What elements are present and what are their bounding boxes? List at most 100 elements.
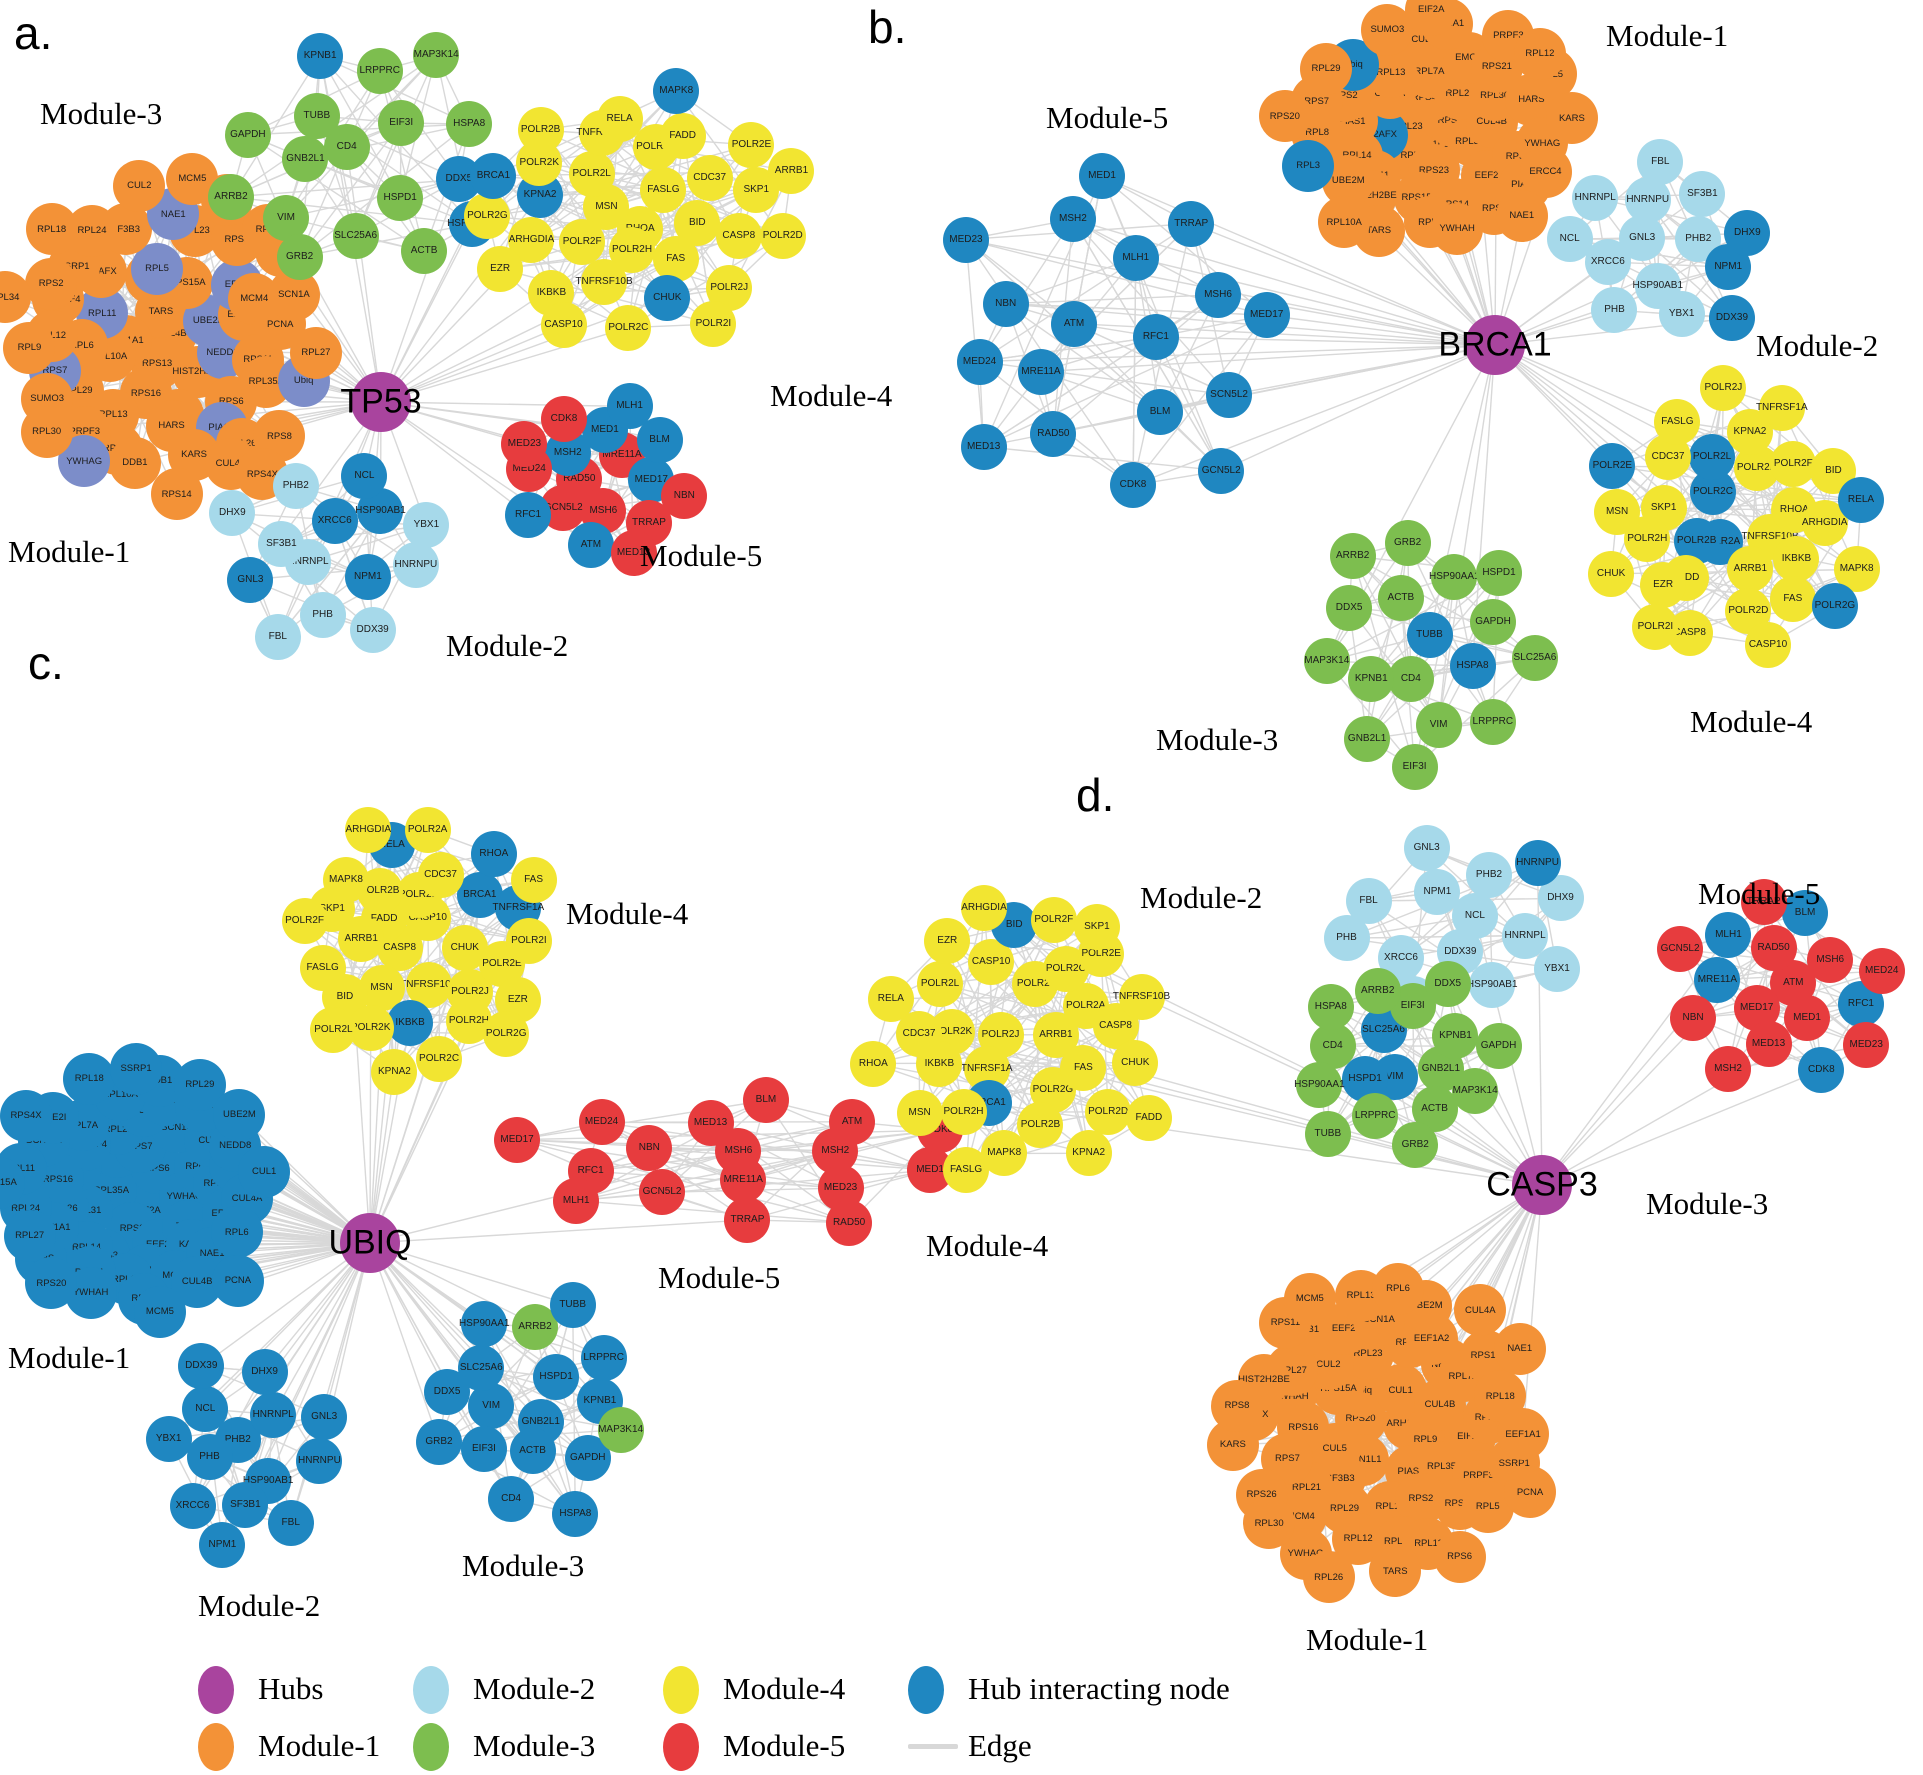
node-label: RPS20 bbox=[36, 1277, 67, 1289]
node-cul2: CUL2 bbox=[113, 160, 166, 213]
node-ezr: EZR bbox=[1640, 561, 1687, 608]
node-label: ARHGDIA bbox=[1801, 516, 1848, 528]
node-label: RPL13 bbox=[1346, 1289, 1376, 1301]
node-label: RPL12 bbox=[1343, 1533, 1373, 1545]
node-cdk8: CDK8 bbox=[1798, 1047, 1845, 1094]
module-label-a-module-4: Module-4 bbox=[770, 378, 893, 413]
node-label: BLM bbox=[1794, 906, 1816, 918]
node-label: RPS6 bbox=[144, 1162, 170, 1174]
node-label: RPL30 bbox=[1480, 89, 1510, 101]
node-label: VIM bbox=[277, 211, 295, 223]
node-label: RPS7 bbox=[42, 365, 68, 377]
node-label: MED13 bbox=[1751, 1038, 1786, 1050]
node-rad50: RAD50 bbox=[1750, 925, 1797, 972]
node-rps2: RPS2 bbox=[25, 258, 78, 311]
node-label: HARS bbox=[158, 419, 185, 431]
node-label: NPM1 bbox=[1714, 261, 1743, 273]
node-label: POLR2C bbox=[1045, 962, 1086, 974]
node-label: RPL11 bbox=[1414, 1538, 1443, 1549]
node-blm: BLM bbox=[1137, 388, 1183, 435]
node-label: POLR2F bbox=[562, 235, 602, 247]
node-ncl: NCL bbox=[341, 452, 388, 499]
node-hspd1: HSPD1 bbox=[377, 175, 424, 222]
legend-swatch-hubs bbox=[198, 1666, 234, 1714]
node-label: SCN5L2 bbox=[1210, 389, 1248, 401]
node-cdk8: CDK8 bbox=[541, 395, 587, 442]
node-hnrnpu: HNRNPU bbox=[392, 541, 439, 588]
node-phb: PHB bbox=[1591, 287, 1638, 334]
node-label: ATM bbox=[841, 1115, 863, 1127]
node-rpl30: RPL30 bbox=[1243, 1497, 1296, 1550]
node-label: RHOA bbox=[479, 848, 509, 860]
node-label: PHB2 bbox=[224, 1434, 251, 1446]
node-label: POLR2E bbox=[1592, 460, 1633, 472]
node-phb2: PHB2 bbox=[272, 462, 319, 509]
node-label: CUL4B bbox=[1424, 1399, 1456, 1411]
node-label: RPL23 bbox=[180, 224, 210, 236]
node-label: RHOA bbox=[1779, 503, 1809, 515]
node-label: POLR2I bbox=[1016, 977, 1053, 989]
node-label: XRCC6 bbox=[175, 1499, 210, 1511]
node-label: BLM bbox=[1149, 405, 1171, 417]
node-tubb: TUBB bbox=[1304, 1110, 1351, 1157]
node-label: HIST2H2BE bbox=[1344, 190, 1397, 202]
hub-node-brca1 bbox=[1465, 315, 1525, 375]
node-ybx1: YBX1 bbox=[1658, 290, 1705, 337]
node-label: BID bbox=[688, 216, 706, 228]
node-msh2: MSH2 bbox=[1049, 196, 1096, 243]
node-label: POLR2F bbox=[285, 914, 324, 926]
node-hnrnpl: HNRNPL bbox=[1572, 174, 1619, 221]
node-label: CD4 bbox=[1322, 1040, 1343, 1052]
node-ddx5: DDX5 bbox=[1424, 961, 1471, 1008]
node-label: GAPDH bbox=[1480, 1040, 1517, 1052]
node-label: RPL13 bbox=[98, 408, 128, 420]
legend-label-module-3: Module-3 bbox=[473, 1728, 596, 1763]
node-label: RPL23 bbox=[103, 1123, 133, 1135]
node-ncl: NCL bbox=[1546, 216, 1593, 263]
module-label-d-module-1: Module-1 bbox=[1306, 1622, 1429, 1657]
node-label: POLR2A bbox=[1065, 1000, 1106, 1012]
node-label: SLC25A6 bbox=[334, 229, 378, 241]
node-label: RPL35A bbox=[93, 1185, 130, 1197]
node-label: MSH2 bbox=[1059, 213, 1087, 225]
node-kars: KARS bbox=[1545, 92, 1598, 145]
hub-node-tp53 bbox=[351, 372, 411, 432]
node-ybx1: YBX1 bbox=[145, 1416, 192, 1463]
node-label: SUMO3 bbox=[30, 393, 65, 405]
node-label: BRCA1 bbox=[972, 1097, 1006, 1109]
node-label: FAS bbox=[1783, 593, 1803, 605]
node-label: RPL27 bbox=[15, 1230, 45, 1242]
node-label: PCNA bbox=[267, 318, 294, 330]
node-actb: ACTB bbox=[401, 228, 448, 275]
node-hnrnpl: HNRNPL bbox=[1502, 912, 1549, 959]
node-label: VIM bbox=[1385, 1070, 1404, 1082]
node-label: RPL18 bbox=[37, 223, 67, 235]
node-label: POLR2E bbox=[482, 958, 522, 970]
panel-letter-b: b. bbox=[868, 1, 907, 53]
node-mapk8: MAPK8 bbox=[323, 857, 369, 904]
node-med17: MED17 bbox=[494, 1116, 541, 1163]
node-label: CUL1 bbox=[251, 1166, 277, 1178]
node-label: NAE1 bbox=[1509, 209, 1535, 221]
node-hnrnpl: HNRNPL bbox=[250, 1391, 297, 1438]
node-label: PHB bbox=[312, 609, 333, 621]
node-label: TNFRSF10B bbox=[400, 978, 458, 990]
node-med17: MED17 bbox=[1243, 292, 1290, 339]
node-kpna2: KPNA2 bbox=[371, 1048, 418, 1095]
node-label: NPM1 bbox=[353, 571, 382, 583]
node-rpl27: RPL27 bbox=[289, 326, 342, 379]
node-label: KPNA2 bbox=[1072, 1147, 1106, 1159]
node-cdc37: CDC37 bbox=[417, 851, 464, 898]
node-label: MED24 bbox=[584, 1116, 619, 1128]
node-label: YWHAG bbox=[1524, 137, 1561, 149]
node-label: HNRNPU bbox=[1516, 856, 1559, 868]
node-label: TUBB bbox=[1416, 628, 1443, 640]
node-mcm5: MCM5 bbox=[166, 152, 219, 205]
node-gnb2l1: GNB2L1 bbox=[1344, 716, 1391, 763]
node-rps14: RPS14 bbox=[150, 468, 203, 521]
node-label: RPS3 bbox=[224, 233, 250, 245]
node-cd4: CD4 bbox=[1309, 1023, 1356, 1070]
node-label: MED17 bbox=[500, 1133, 534, 1145]
node-label: TRRAP bbox=[1174, 217, 1209, 229]
node-label: HNRNPU bbox=[298, 1454, 341, 1466]
